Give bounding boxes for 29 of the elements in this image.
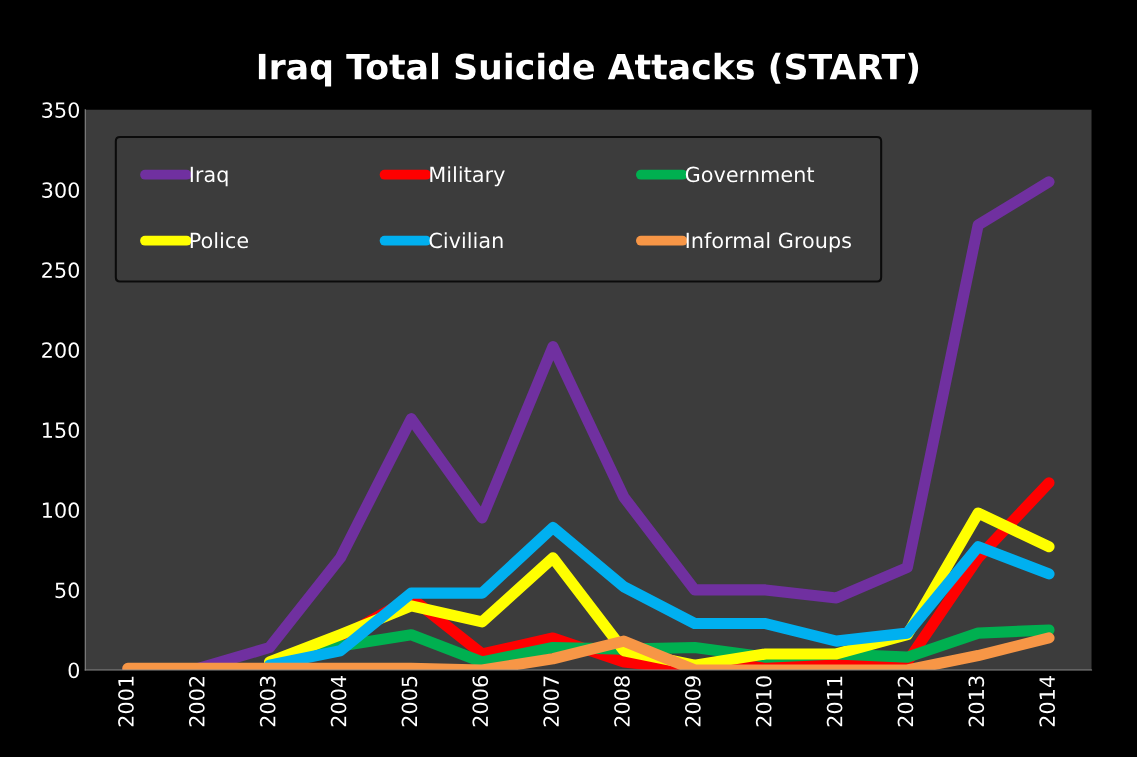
- y-tick-label: 0: [68, 662, 80, 679]
- x-tick-label: 2010: [755, 676, 772, 727]
- y-tick-label: 350: [42, 102, 80, 118]
- y-tick-label: 150: [42, 422, 80, 439]
- y-tick-label: 100: [42, 502, 80, 519]
- x-tick-label: 2004: [330, 675, 347, 727]
- y-tick-label: 250: [42, 262, 80, 279]
- x-tick-label: 2002: [188, 676, 205, 727]
- x-tick-label: 2007: [543, 676, 560, 727]
- y-tick-label: 200: [42, 342, 80, 359]
- x-tick-label: 2011: [826, 676, 843, 727]
- legend-label: Military: [430, 166, 505, 187]
- y-tick-label: 50: [55, 582, 80, 599]
- x-tick-label: 2013: [968, 676, 985, 727]
- legend-label: Police: [190, 232, 249, 249]
- legend-label: Informal Groups: [686, 232, 851, 253]
- x-tick-label: 2005: [401, 676, 418, 727]
- y-tick-label: 300: [42, 182, 80, 198]
- x-tick-label: 2014: [1039, 675, 1056, 727]
- legend-label: Iraq: [190, 166, 228, 187]
- legend-label: Civilian: [429, 232, 503, 249]
- x-tick-label: 2006: [472, 676, 489, 727]
- x-tick-label: 2003: [259, 676, 276, 727]
- x-tick-label: 2001: [118, 676, 134, 727]
- legend-label: Government: [685, 166, 815, 183]
- x-tick-label: 2012: [897, 676, 914, 727]
- x-tick-label: 2009: [684, 676, 701, 727]
- x-tick-label: 2008: [614, 676, 630, 727]
- chart-title: Iraq Total Suicide Attacks (START): [258, 52, 919, 87]
